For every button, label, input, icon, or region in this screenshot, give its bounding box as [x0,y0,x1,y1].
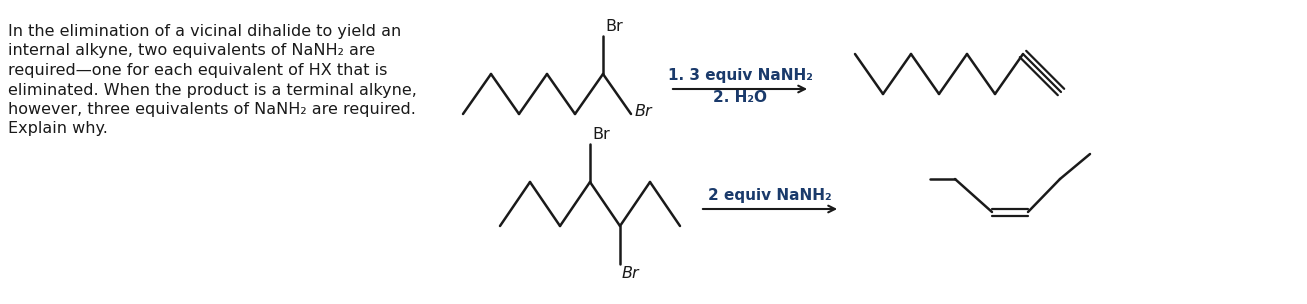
Text: Explain why.: Explain why. [8,122,108,136]
Text: Br: Br [622,266,639,281]
Text: Br: Br [635,103,652,119]
Text: internal alkyne, two equivalents of NaNH₂ are: internal alkyne, two equivalents of NaNH… [8,43,375,58]
Text: In the elimination of a vicinal dihalide to yield an: In the elimination of a vicinal dihalide… [8,24,401,39]
Text: Br: Br [592,127,610,142]
Text: required—one for each equivalent of HX that is: required—one for each equivalent of HX t… [8,63,387,78]
Text: 2 equiv NaNH₂: 2 equiv NaNH₂ [708,188,831,203]
Text: eliminated. When the product is a terminal alkyne,: eliminated. When the product is a termin… [8,82,417,98]
Text: Br: Br [605,19,622,34]
Text: however, three equivalents of NaNH₂ are required.: however, three equivalents of NaNH₂ are … [8,102,416,117]
Text: 1. 3 equiv NaNH₂: 1. 3 equiv NaNH₂ [668,68,813,83]
Text: 2. H₂O: 2. H₂O [714,90,767,105]
